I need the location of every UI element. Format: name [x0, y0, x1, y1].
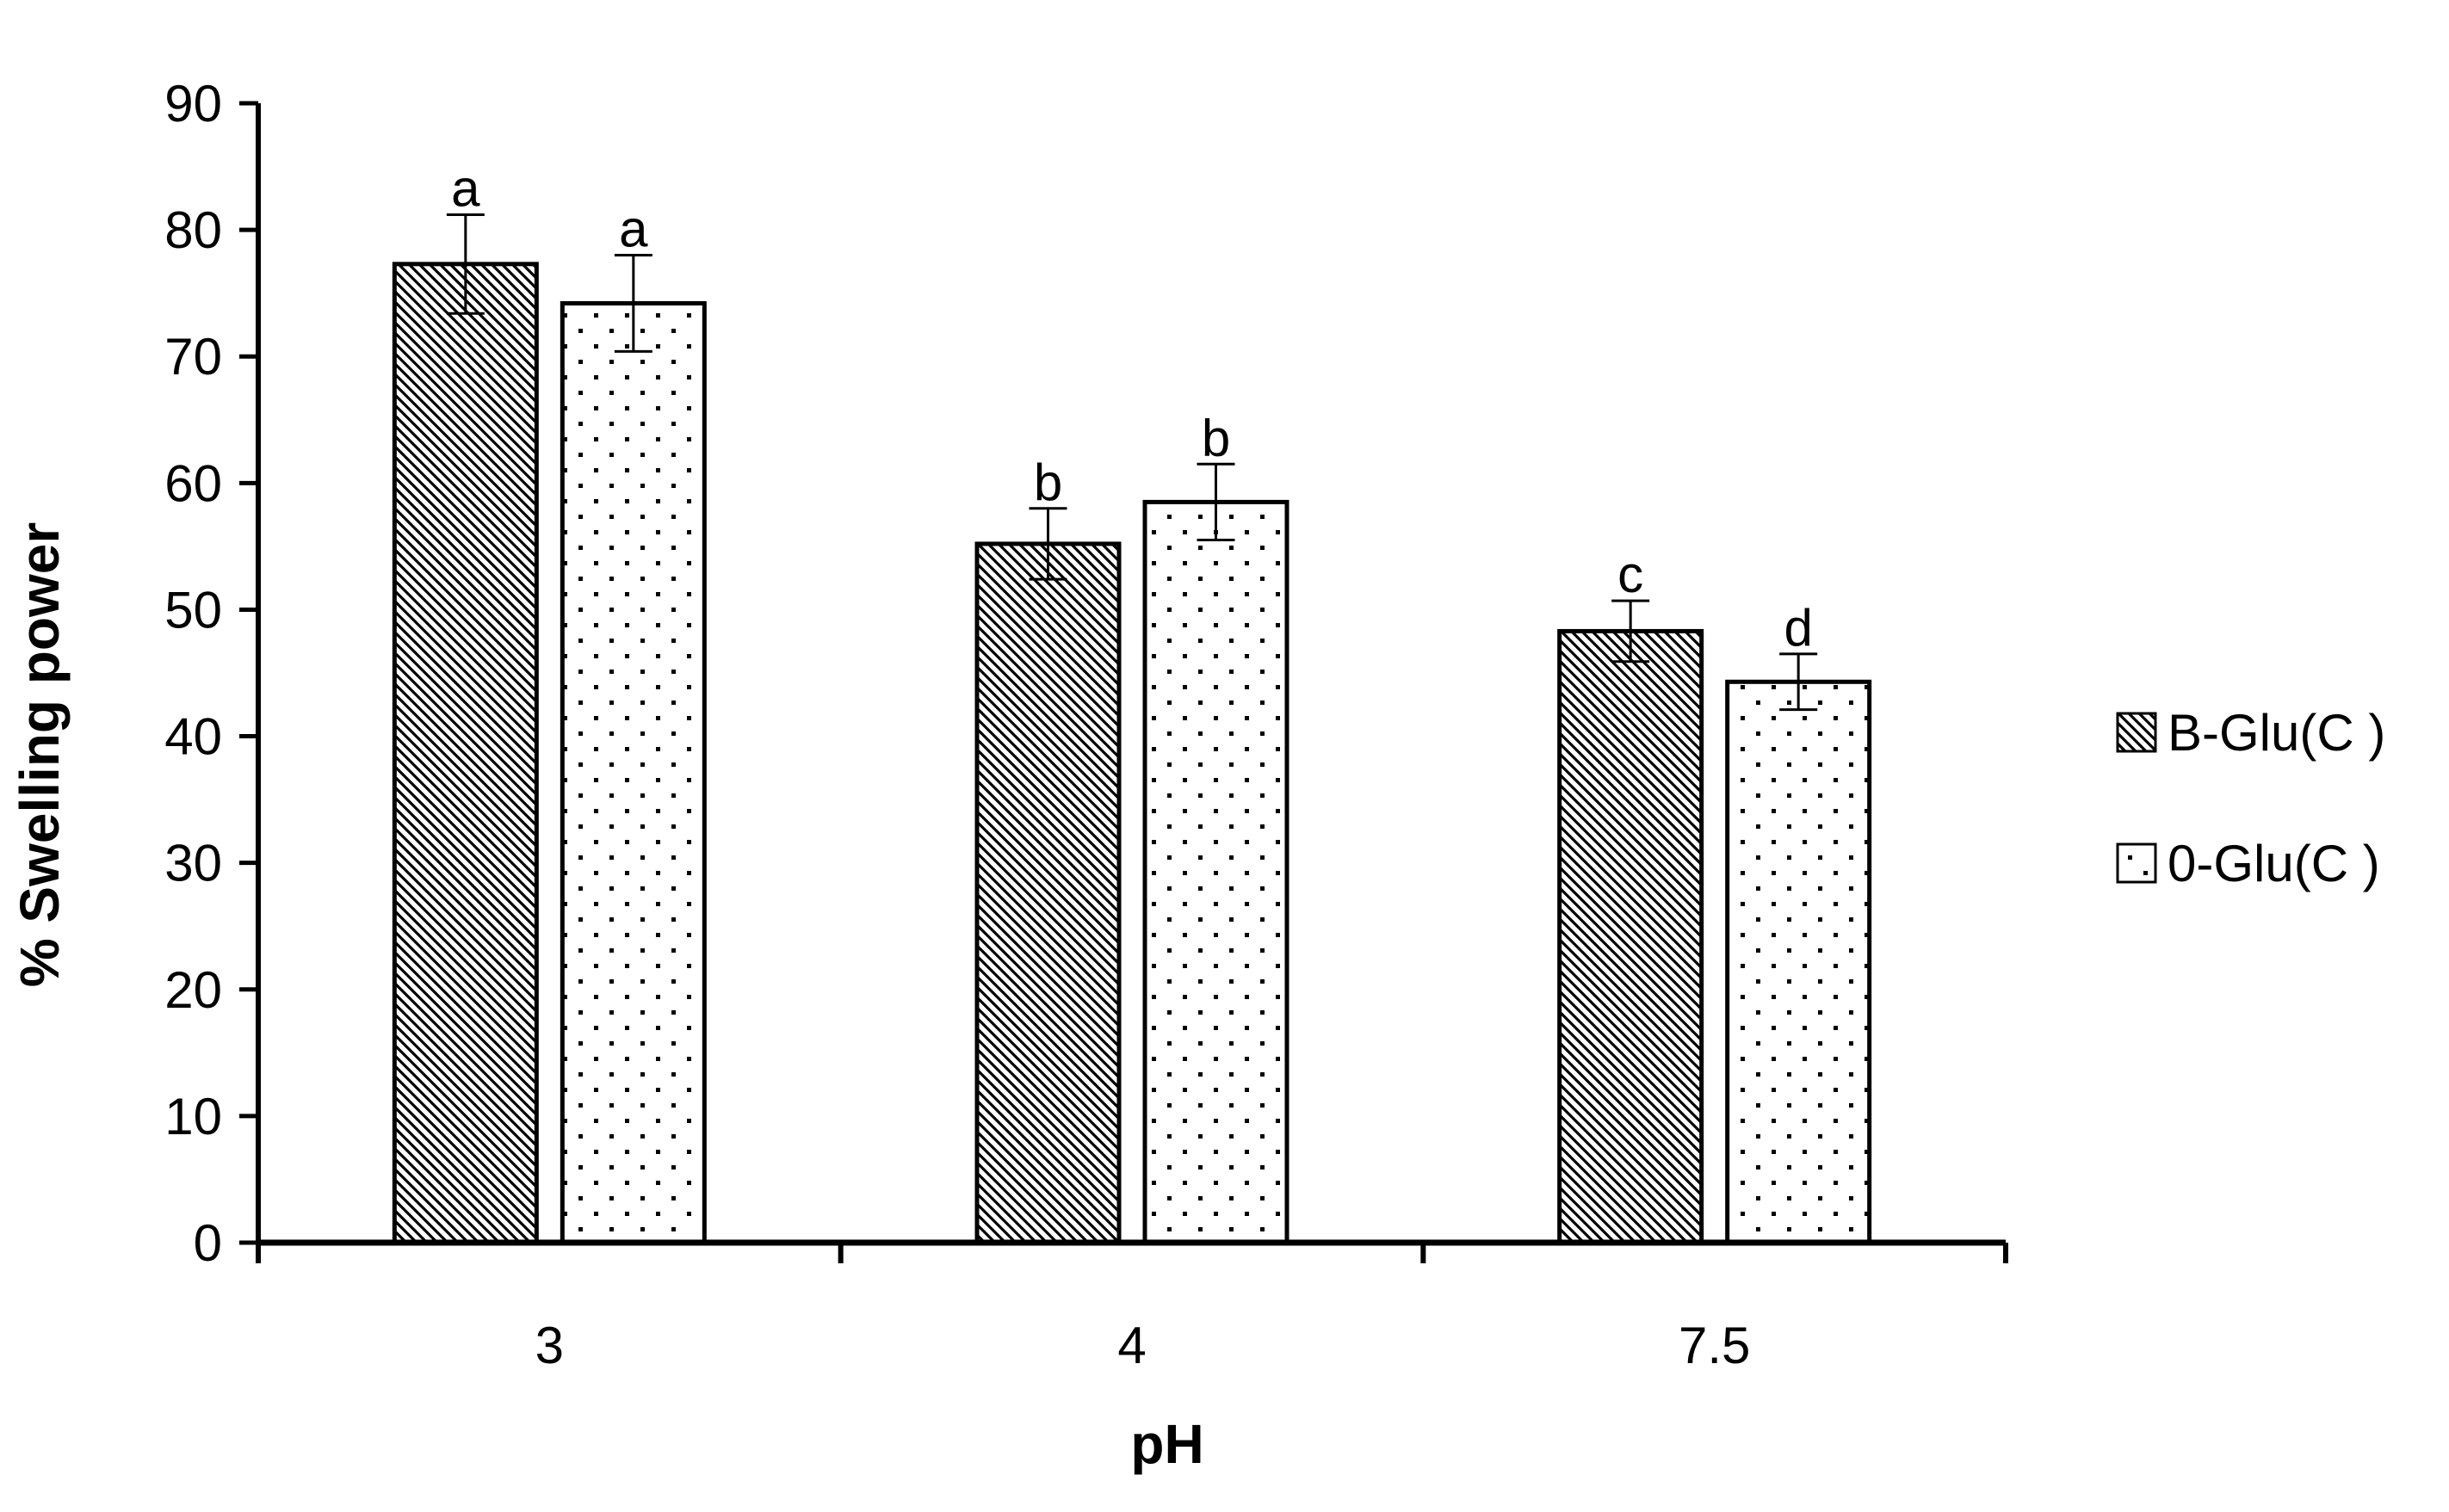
significance-label: b	[1202, 409, 1230, 466]
legend-item-b-glu: B-Glu(C )	[2116, 704, 2385, 762]
y-tick-label: 30	[164, 835, 222, 892]
y-tick-label: 50	[164, 581, 222, 639]
significance-label: c	[1617, 546, 1643, 603]
plot-area: a b c a b d 0 10 20 30 40 50 60 70 80 90 3 4 7.5	[164, 75, 2008, 1374]
y-tick-label: 70	[164, 328, 222, 386]
significance-label: d	[1784, 599, 1812, 657]
legend-swatch-0-glu	[2116, 842, 2157, 884]
legend-item-0-glu: 0-Glu(C )	[2116, 835, 2380, 892]
legend-label-0-glu: 0-Glu(C )	[2168, 835, 2380, 892]
x-tick-label: 7.5	[1679, 1317, 1750, 1374]
y-tick-label: 80	[164, 201, 222, 259]
legend-label-b-glu: B-Glu(C )	[2168, 704, 2385, 762]
legend-swatch-b-glu	[2116, 712, 2157, 753]
bar-b-glu-c--3	[392, 262, 539, 1245]
bar-0-glu-c--4	[1142, 499, 1289, 1245]
y-tick-label: 40	[164, 708, 222, 766]
x-tick-label: 3	[535, 1317, 564, 1374]
bar-0-glu-c--3	[560, 300, 707, 1245]
legend: B-Glu(C ) 0-Glu(C )	[2116, 704, 2385, 892]
significance-label: a	[451, 159, 480, 217]
bar-b-glu-c--4	[974, 541, 1122, 1245]
significance-label: a	[619, 201, 648, 258]
x-axis-title: pH	[1130, 1413, 1203, 1475]
y-tick-label: 10	[164, 1088, 222, 1145]
y-axis-title: % Swelling power	[9, 522, 71, 988]
y-tick-label: 60	[164, 454, 222, 512]
bar-b-glu-c--7.5	[1557, 628, 1704, 1245]
bar-0-glu-c--7.5	[1725, 679, 1872, 1245]
y-tick-label: 0	[194, 1214, 222, 1272]
significance-label: b	[1034, 454, 1062, 511]
x-tick-label: 4	[1117, 1317, 1146, 1374]
y-tick-label: 90	[164, 75, 222, 133]
y-tick-label: 20	[164, 961, 222, 1019]
